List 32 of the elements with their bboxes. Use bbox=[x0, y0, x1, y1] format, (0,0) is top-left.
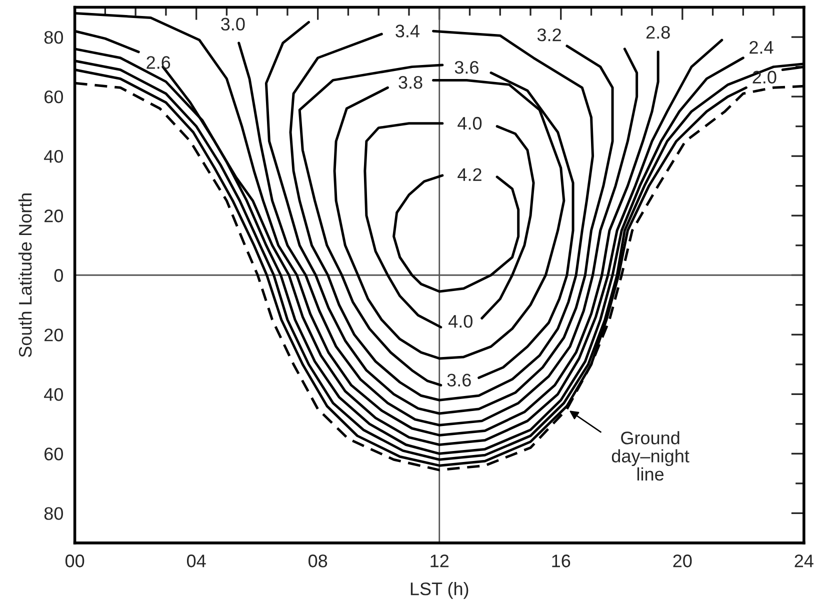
annotation: Ground day–night line bbox=[612, 431, 690, 481]
x-tick-label: 24 bbox=[794, 554, 814, 568]
series-label: 2.6 bbox=[146, 56, 170, 69]
y-tick-label: 40 bbox=[44, 150, 63, 163]
series-label: 3.4 bbox=[396, 24, 420, 38]
y-tick-label: 60 bbox=[44, 90, 63, 104]
x-tick-label: 16 bbox=[552, 554, 570, 568]
y-tick-label: 80 bbox=[44, 507, 63, 520]
y-tick-label: 40 bbox=[44, 388, 63, 401]
text: 3.6 bbox=[454, 60, 478, 74]
series-label: 2.4 bbox=[750, 40, 774, 54]
x-tick-label: 08 bbox=[308, 554, 328, 568]
series-label: 2.8 bbox=[646, 26, 670, 39]
y-axis-title: South Latitude North bbox=[18, 193, 32, 358]
x-axis-title: LST (h) bbox=[410, 582, 468, 599]
series-label: 3.8 bbox=[398, 76, 422, 89]
y-tick-label: 80 bbox=[44, 30, 63, 44]
series-label: 2.0 bbox=[752, 70, 776, 84]
series-label: 4.0 bbox=[448, 314, 472, 328]
series-label: 3.0 bbox=[221, 18, 245, 31]
series-label: 3.6 bbox=[447, 374, 471, 386]
y-tick-label: 0 bbox=[54, 269, 63, 282]
y-tick-label: 60 bbox=[44, 448, 63, 460]
x-tick-label: 20 bbox=[673, 554, 692, 568]
text: 4.0 bbox=[458, 116, 482, 130]
y-tick-label: 20 bbox=[44, 210, 63, 222]
series-label: 4.2 bbox=[458, 168, 482, 181]
y-tick-label: 20 bbox=[44, 328, 63, 342]
x-tick-label: 00 bbox=[65, 554, 84, 568]
series-label: 3.2 bbox=[537, 28, 561, 42]
x-tick-label: 04 bbox=[186, 554, 206, 568]
x-tick-label: 12 bbox=[430, 554, 448, 568]
